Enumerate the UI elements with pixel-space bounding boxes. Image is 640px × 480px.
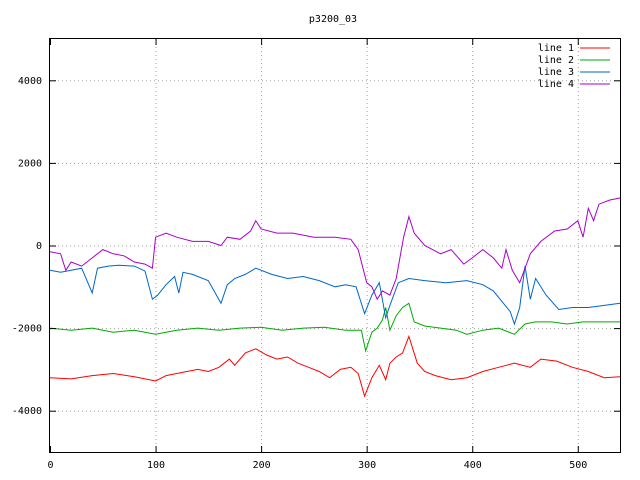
x-tick-label: 400 bbox=[464, 460, 482, 471]
legend-label: line 1 bbox=[538, 43, 574, 54]
y-tick-label: 0 bbox=[36, 241, 42, 252]
x-tick-label: 300 bbox=[358, 460, 376, 471]
plot-frame bbox=[49, 38, 621, 453]
gridlines bbox=[50, 39, 620, 452]
series-line-3 bbox=[49, 264, 621, 326]
x-tick-label: 500 bbox=[569, 460, 587, 471]
legend-label: line 3 bbox=[538, 67, 574, 78]
y-tick-label: 4000 bbox=[18, 76, 42, 87]
series-line-4 bbox=[49, 197, 621, 301]
series-line-2 bbox=[49, 302, 620, 353]
legend-label: line 2 bbox=[538, 55, 574, 66]
y-tick-label: 2000 bbox=[18, 158, 42, 169]
y-tick-label: -4000 bbox=[12, 406, 42, 417]
y-tick-label: -2000 bbox=[12, 324, 42, 335]
x-tick-label: 0 bbox=[47, 460, 53, 471]
x-tick-label: 100 bbox=[147, 460, 165, 471]
plot-series bbox=[49, 197, 621, 398]
x-tick-label: 200 bbox=[253, 460, 271, 471]
axis-ticks: 0 100 200 300 400 500 -4000 -2000 0 2000 4000 bbox=[12, 39, 620, 471]
series-line-1 bbox=[49, 334, 621, 398]
legend-label: line 4 bbox=[538, 79, 574, 90]
chart-title: p3200_03 bbox=[309, 14, 357, 25]
